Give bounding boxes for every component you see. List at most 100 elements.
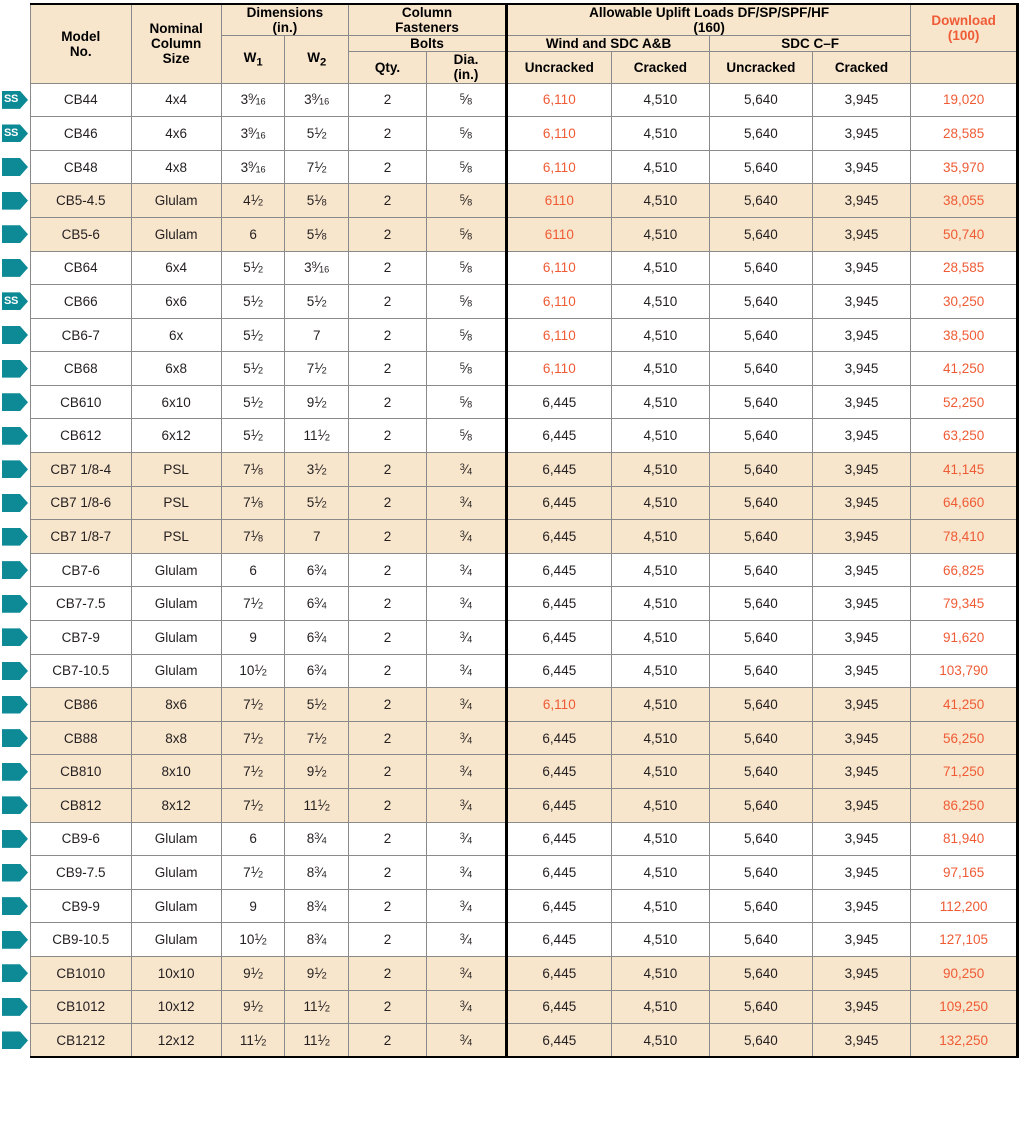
table-row[interactable]: CB5-4.5 Glulam 41⁄2 51⁄8 2 5⁄8 6110 4,510 5,640 3… [30, 183, 1019, 218]
header-wind-cracked: Cracked [610, 51, 711, 84]
table-row[interactable]: CB66 6x6 51⁄2 51⁄2 2 5⁄8 6,110 4,510 5,640 3,945 3… [30, 284, 1019, 319]
cell-bolt-qty: 2 [348, 552, 427, 588]
cell-download[interactable]: 112,200 [910, 888, 1019, 924]
cell-download[interactable]: 64,660 [910, 485, 1019, 521]
cell-download[interactable]: 79,345 [910, 586, 1019, 622]
model-pointer-icon [2, 191, 28, 210]
cell-download[interactable]: 81,940 [910, 821, 1019, 857]
table-row[interactable]: CB68 6x8 51⁄2 71⁄2 2 5⁄8 6,110 4,510 5,640 3,945 4… [30, 351, 1019, 386]
table-row[interactable]: CB46 4x6 39⁄16 51⁄2 2 5⁄8 6,110 4,510 5,640 3,945… [30, 116, 1019, 151]
cell-wind-cracked: 4,510 [610, 317, 711, 353]
cell-model-no: CB5-6 [30, 216, 132, 252]
cell-sdc-uncracked: 5,640 [709, 284, 813, 319]
cell-download[interactable]: 35,970 [910, 149, 1019, 185]
cell-download[interactable]: 41,250 [910, 351, 1019, 386]
cell-download[interactable]: 41,145 [910, 452, 1019, 487]
cell-sdc-uncracked: 5,640 [709, 821, 813, 857]
table-row[interactable]: CB64 6x4 51⁄2 39⁄16 2 5⁄8 6,110 4,510 5,640 3,945… [30, 250, 1019, 286]
cell-w1: 6 [220, 552, 286, 588]
cell-download[interactable]: 38,500 [910, 317, 1019, 353]
table-row[interactable]: CB812 8x12 71⁄2 111⁄2 2 3⁄4 6,445 4,510 5,640 3,9… [30, 788, 1019, 823]
cell-download[interactable]: 86,250 [910, 788, 1019, 823]
cell-download[interactable]: 90,250 [910, 955, 1019, 991]
cell-sdc-uncracked: 5,640 [709, 216, 813, 252]
cell-download[interactable]: 66,825 [910, 552, 1019, 588]
cell-wind-uncracked: 6,445 [505, 754, 612, 790]
table-row[interactable]: CB1010 10x10 91⁄2 91⁄2 2 3⁄4 6,445 4,510 5,640 3,… [30, 955, 1019, 991]
header-sdc-uncracked: Uncracked [709, 51, 813, 84]
cell-download[interactable]: 52,250 [910, 384, 1019, 420]
cell-wind-cracked: 4,510 [610, 284, 711, 319]
cell-w1: 91⁄2 [220, 989, 286, 1025]
cell-bolt-dia: 5⁄8 [425, 82, 508, 118]
cell-download[interactable]: 28,585 [910, 250, 1019, 286]
table-row[interactable]: CB7 1/8-7 PSL 71⁄8 7 2 3⁄4 6,445 4,510 5,640 3,94… [30, 519, 1019, 554]
cell-model-no: CB9-9 [30, 888, 132, 924]
table-row[interactable]: CB6-7 6x 51⁄2 7 2 5⁄8 6,110 4,510 5,640 3,945 38,5… [30, 317, 1019, 353]
cell-download[interactable]: 56,250 [910, 720, 1019, 756]
cell-sdc-cracked: 3,945 [811, 754, 912, 790]
table-row[interactable]: CB44 4x4 39⁄16 39⁄16 2 5⁄8 6,110 4,510 5,640 3,94… [30, 82, 1019, 118]
cell-bolt-qty: 2 [348, 485, 427, 521]
cell-sdc-cracked: 3,945 [811, 620, 912, 655]
cell-download[interactable]: 127,105 [910, 922, 1019, 957]
cell-w2: 31⁄2 [284, 452, 349, 487]
cell-download[interactable]: 71,250 [910, 754, 1019, 790]
cell-w1: 9 [220, 888, 286, 924]
table-row[interactable]: CB1212 12x12 111⁄2 111⁄2 2 3⁄4 6,445 4,510 5,640… [30, 1023, 1019, 1059]
header-wind-sdc-ab: Wind and SDC A&B [504, 35, 711, 53]
cell-w2: 51⁄2 [284, 687, 349, 722]
table-row[interactable]: CB1012 10x12 91⁄2 111⁄2 2 3⁄4 6,445 4,510 5,640 3… [30, 989, 1019, 1025]
stainless-steel-marker-icon: SS [2, 292, 28, 311]
table-row[interactable]: CB48 4x8 39⁄16 71⁄2 2 5⁄8 6,110 4,510 5,640 3,945… [30, 149, 1019, 185]
cell-wind-uncracked: 6,445 [505, 452, 612, 487]
table-row[interactable]: CB610 6x10 51⁄2 91⁄2 2 5⁄8 6,445 4,510 5,640 3,94… [30, 384, 1019, 420]
table-row[interactable]: CB88 8x8 71⁄2 71⁄2 2 3⁄4 6,445 4,510 5,640 3,945 5… [30, 720, 1019, 756]
cell-nominal-column-size: Glulam [130, 888, 222, 924]
cell-download[interactable]: 103,790 [910, 653, 1019, 689]
table-row[interactable]: CB9-9 Glulam 9 83⁄4 2 3⁄4 6,445 4,510 5,640 3,945… [30, 888, 1019, 924]
table-row[interactable]: CB9-10.5 Glulam 101⁄2 83⁄4 2 3⁄4 6,445 4,510 5,6… [30, 922, 1019, 957]
table-row[interactable]: CB7-10.5 Glulam 101⁄2 63⁄4 2 3⁄4 6,445 4,510 5,6… [30, 653, 1019, 689]
model-pointer-icon [2, 460, 28, 479]
table-row[interactable]: CB5-6 Glulam 6 51⁄8 2 5⁄8 6110 4,510 5,640 3,945 5… [30, 216, 1019, 252]
table-row[interactable]: CB7 1/8-6 PSL 71⁄8 51⁄2 2 3⁄4 6,445 4,510 5,640 3… [30, 485, 1019, 521]
cell-download[interactable]: 78,410 [910, 519, 1019, 554]
cell-download[interactable]: 132,250 [910, 1023, 1019, 1059]
table-row[interactable]: CB9-7.5 Glulam 71⁄2 83⁄4 2 3⁄4 6,445 4,510 5,640… [30, 855, 1019, 890]
cell-w1: 111⁄2 [220, 1023, 286, 1059]
cell-sdc-cracked: 3,945 [811, 284, 912, 319]
table-row[interactable]: CB7-7.5 Glulam 71⁄2 63⁄4 2 3⁄4 6,445 4,510 5,640… [30, 586, 1019, 622]
cell-model-no: CB7-9 [30, 620, 132, 655]
cell-sdc-cracked: 3,945 [811, 955, 912, 991]
table-row[interactable]: CB7-6 Glulam 6 63⁄4 2 3⁄4 6,445 4,510 5,640 3,945… [30, 552, 1019, 588]
table-row[interactable]: CB7-9 Glulam 9 63⁄4 2 3⁄4 6,445 4,510 5,640 3,945… [30, 620, 1019, 655]
cell-bolt-dia: 3⁄4 [425, 586, 508, 622]
cell-download[interactable]: 30,250 [910, 284, 1019, 319]
cell-download[interactable]: 63,250 [910, 418, 1019, 454]
cell-model-no: CB88 [30, 720, 132, 756]
cell-sdc-cracked: 3,945 [811, 183, 912, 218]
cell-model-no: CB6-7 [30, 317, 132, 353]
cell-bolt-dia: 3⁄4 [425, 955, 508, 991]
cell-wind-uncracked: 6110 [505, 183, 612, 218]
cell-download[interactable]: 109,250 [910, 989, 1019, 1025]
cell-nominal-column-size: PSL [130, 485, 222, 521]
cell-download[interactable]: 91,620 [910, 620, 1019, 655]
table-row[interactable]: CB612 6x12 51⁄2 111⁄2 2 5⁄8 6,445 4,510 5,640 3,9… [30, 418, 1019, 454]
cell-bolt-qty: 2 [348, 821, 427, 857]
cell-download[interactable]: 41,250 [910, 687, 1019, 722]
cell-bolt-dia: 5⁄8 [425, 384, 508, 420]
table-row[interactable]: CB86 8x6 71⁄2 51⁄2 2 3⁄4 6,110 4,510 5,640 3,945 4… [30, 687, 1019, 722]
cell-download[interactable]: 19,020 [910, 82, 1019, 118]
cell-bolt-qty: 2 [348, 1023, 427, 1059]
cell-download[interactable]: 28,585 [910, 116, 1019, 151]
cell-nominal-column-size: 6x [130, 317, 222, 353]
cell-download[interactable]: 38,055 [910, 183, 1019, 218]
table-row[interactable]: CB810 8x10 71⁄2 91⁄2 2 3⁄4 6,445 4,510 5,640 3,94… [30, 754, 1019, 790]
cell-download[interactable]: 97,165 [910, 855, 1019, 890]
cell-download[interactable]: 50,740 [910, 216, 1019, 252]
model-pointer-icon [2, 326, 28, 344]
table-row[interactable]: CB7 1/8-4 PSL 71⁄8 31⁄2 2 3⁄4 6,445 4,510 5,640 3… [30, 452, 1019, 487]
table-row[interactable]: CB9-6 Glulam 6 83⁄4 2 3⁄4 6,445 4,510 5,640 3,945… [30, 821, 1019, 857]
